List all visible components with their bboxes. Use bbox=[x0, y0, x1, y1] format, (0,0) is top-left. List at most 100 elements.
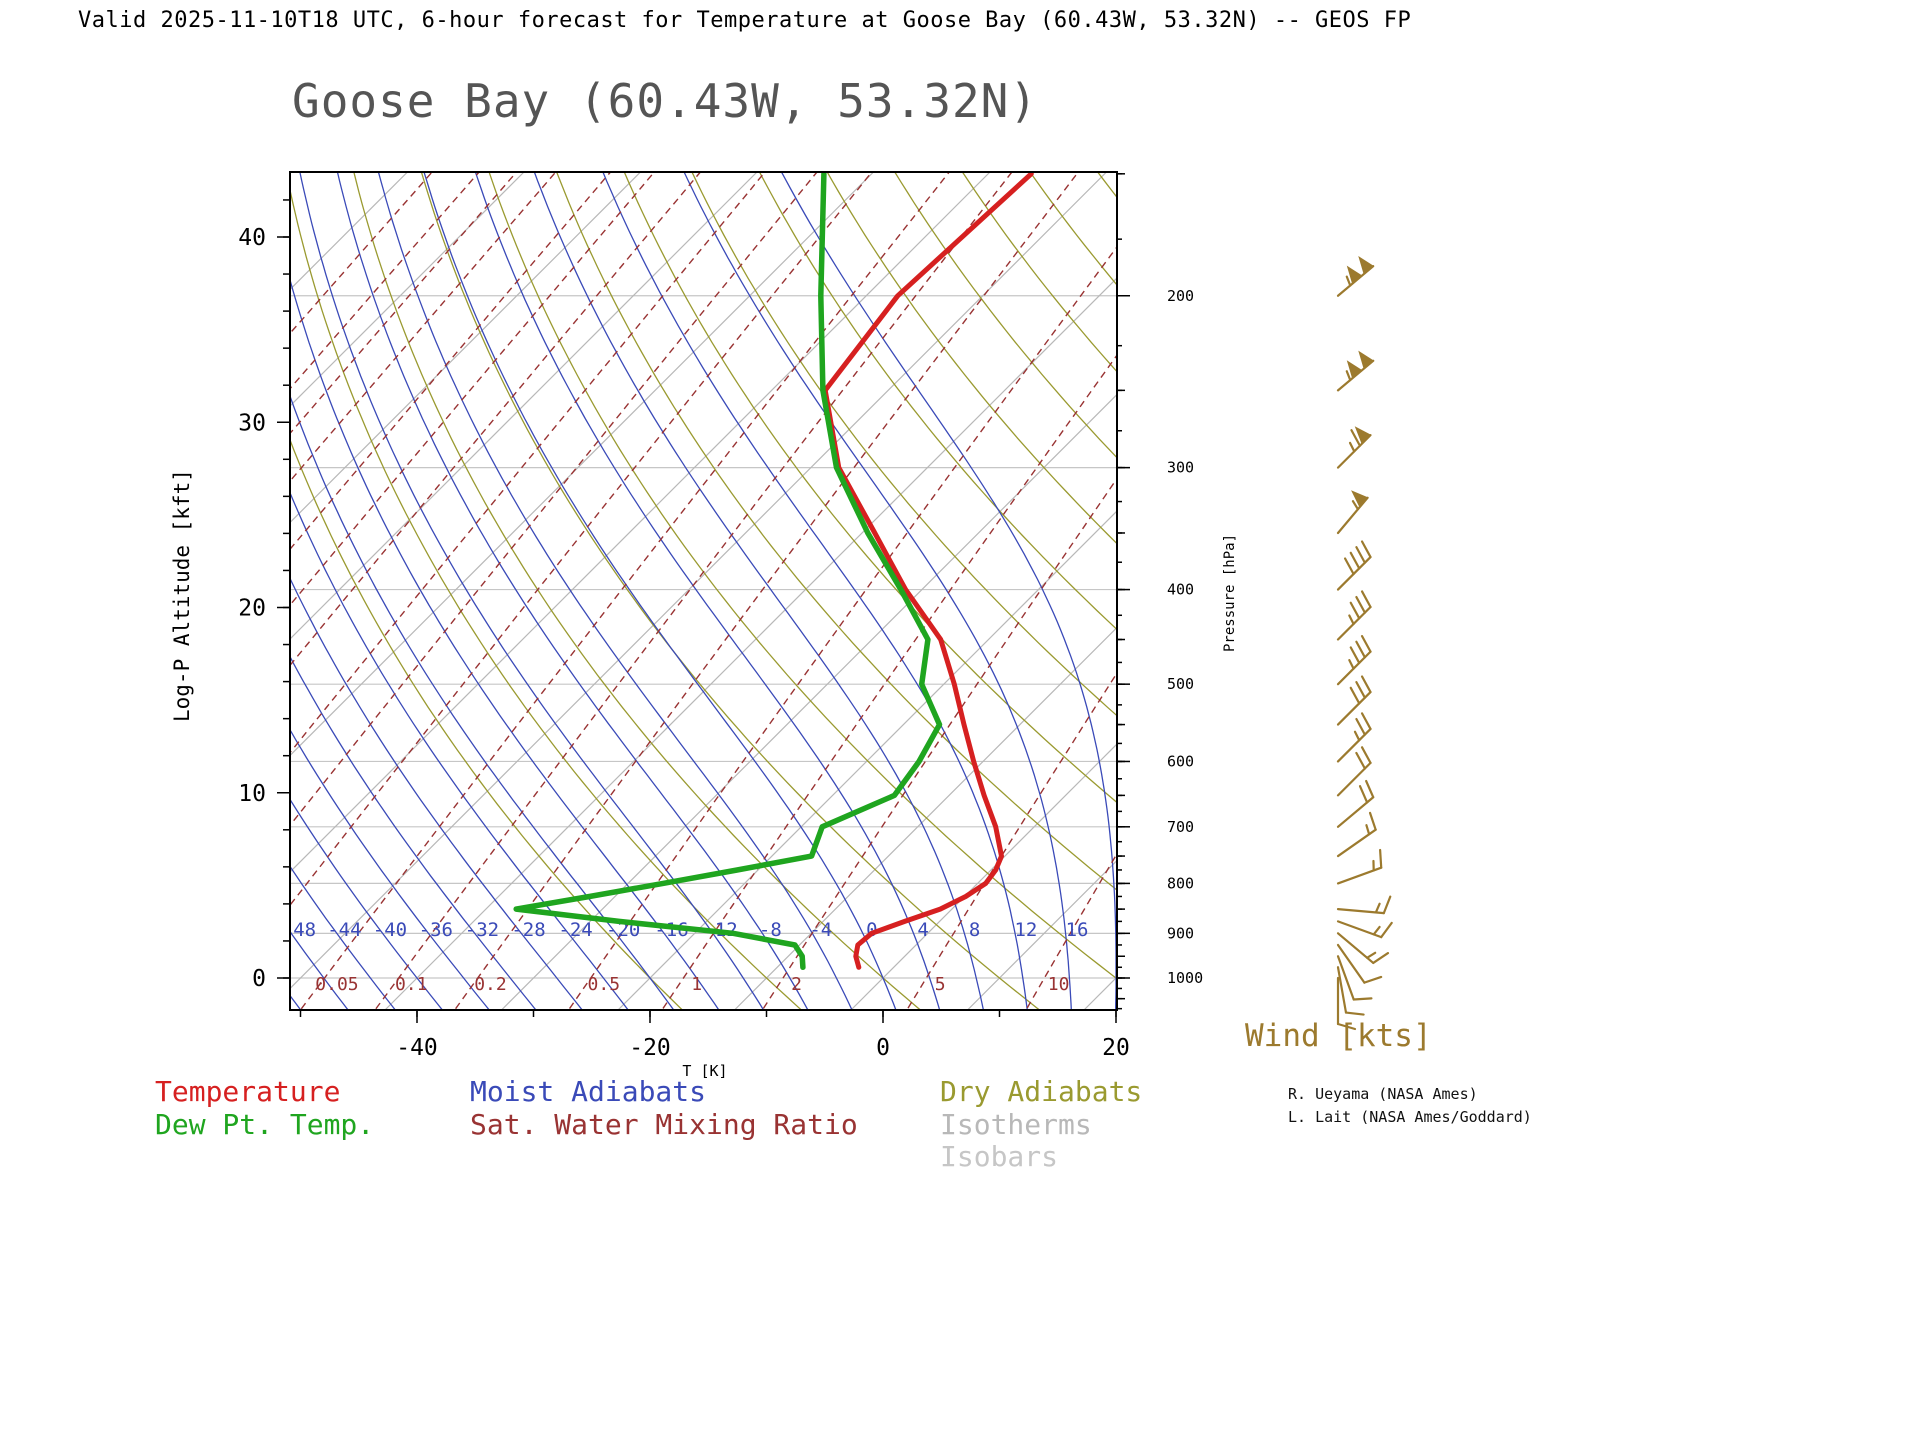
pressure-tick-label: 200 bbox=[1167, 287, 1194, 305]
moist-adiabat-line bbox=[290, 798, 444, 1010]
mixing-ratio-line bbox=[567, 245, 1117, 1010]
mixing-ratio-label: 0.1 bbox=[395, 974, 428, 995]
altitude-tick-label: 40 bbox=[238, 225, 266, 251]
moist-adiabat-line bbox=[377, 172, 853, 1010]
plot-frame bbox=[289, 171, 1118, 1011]
moist-adiabat-line bbox=[290, 394, 675, 1010]
mixing-ratio-line bbox=[290, 172, 481, 390]
moist-adiabat-label: 12 bbox=[1014, 919, 1037, 941]
altitude-tick-label: 20 bbox=[238, 596, 266, 622]
moist-adiabat-line bbox=[602, 172, 1028, 1010]
wind-barb bbox=[1336, 976, 1357, 1031]
dry-adiabat-line bbox=[623, 172, 1117, 804]
y-axis-label-altitude: Log-P Altitude [kft] bbox=[170, 469, 194, 722]
moist-adiabat-line bbox=[0, 0, 261, 1020]
moist-adiabat-line bbox=[290, 655, 537, 1010]
moist-adiabat-line bbox=[290, 728, 491, 1010]
mixing-ratio-line bbox=[761, 477, 1117, 1010]
wind-barb bbox=[1336, 490, 1369, 535]
wind-barb bbox=[1336, 966, 1365, 1016]
wind-barbs bbox=[1336, 256, 1393, 1031]
pressure-tick-label: 400 bbox=[1167, 581, 1194, 599]
wind-kts-label: Wind [kts] bbox=[1245, 1018, 1432, 1054]
moist-adiabat-label: -24 bbox=[558, 919, 592, 941]
temperature-tick-label: 20 bbox=[1102, 1035, 1130, 1061]
legend-dewpoint: Dew Pt. Temp. bbox=[155, 1108, 375, 1141]
legend-moist-adiabats: Moist Adiabats bbox=[470, 1075, 707, 1108]
isotherm-line bbox=[290, 172, 758, 640]
dry-adiabat-line bbox=[488, 172, 1117, 980]
wind-barb bbox=[1336, 811, 1377, 858]
wind-barb bbox=[1336, 955, 1373, 1001]
wind-barb bbox=[1336, 920, 1393, 939]
isotherm-line bbox=[384, 277, 1117, 1010]
pressure-tick-label: 700 bbox=[1167, 818, 1194, 836]
mixing-ratio-line bbox=[906, 671, 1117, 1010]
dry-adiabat-line bbox=[893, 172, 1117, 459]
moist-adiabat-line bbox=[290, 491, 629, 1010]
moist-adiabat-line bbox=[290, 865, 397, 1010]
dry-adiabat-line bbox=[290, 187, 803, 1010]
moist-adiabat-label: -36 bbox=[419, 919, 453, 941]
pressure-tick-label: 800 bbox=[1167, 874, 1194, 892]
moist-adiabat-label: -28 bbox=[511, 919, 545, 941]
mixing-ratio-line bbox=[290, 172, 612, 551]
mixing-ratio-line bbox=[290, 172, 557, 483]
isotherm-line bbox=[0, 172, 175, 1010]
moist-adiabat-label: -48 bbox=[282, 919, 316, 941]
legend-temperature: Temperature bbox=[155, 1075, 341, 1108]
legend-dry-adiabats: Dry Adiabats bbox=[940, 1075, 1143, 1108]
plot-background bbox=[0, 0, 1920, 1020]
x-axis-label-temperature: T [K] bbox=[682, 1062, 728, 1080]
moist-adiabat-label: -44 bbox=[327, 919, 361, 941]
mixing-ratio-label: 0.2 bbox=[474, 974, 507, 995]
wind-barb bbox=[1336, 746, 1372, 797]
wind-barb bbox=[1336, 256, 1375, 297]
wind-barb bbox=[1336, 350, 1375, 392]
pressure-tick-label: 600 bbox=[1167, 752, 1194, 770]
mixing-ratio-line bbox=[290, 172, 873, 907]
profiles bbox=[513, 172, 1034, 971]
moist-adiabat-label: 0 bbox=[866, 919, 877, 941]
dry-adiabat-line bbox=[758, 172, 1117, 631]
dry-adiabat-line bbox=[691, 172, 1117, 717]
mixing-ratio-line bbox=[290, 172, 656, 607]
temperature-curve bbox=[822, 172, 1034, 970]
isotherm-line bbox=[850, 743, 1117, 1010]
moist-adiabat-label: 4 bbox=[917, 919, 928, 941]
dry-adiabat-line bbox=[1029, 172, 1117, 287]
mixing-ratio-line bbox=[299, 172, 951, 1010]
legend-sat-water-mixing-ratio: Sat. Water Mixing Ratio bbox=[470, 1108, 858, 1141]
moist-adiabat-line bbox=[290, 576, 584, 1010]
altitude-tick-label: 10 bbox=[238, 781, 266, 807]
pressure-tick-label: 1000 bbox=[1167, 969, 1203, 987]
wind-barb bbox=[1336, 634, 1372, 686]
dry-adiabat-line bbox=[1052, 10, 1920, 1019]
wind-barb bbox=[1336, 848, 1383, 885]
dry-adiabat-line bbox=[1112, 10, 1920, 1019]
dry-adiabat-line bbox=[420, 172, 1041, 1010]
mixing-ratio-line bbox=[290, 172, 766, 754]
mixing-ratio-label: 5 bbox=[935, 974, 946, 995]
mixing-ratio-label: 0.5 bbox=[588, 974, 621, 995]
moist-adiabat-label: -4 bbox=[809, 919, 832, 941]
moist-adiabat-line bbox=[683, 172, 1072, 1010]
moist-adiabat-label: -40 bbox=[373, 919, 407, 941]
moist-adiabat-label: 16 bbox=[1066, 919, 1089, 941]
moist-adiabat-line bbox=[290, 994, 302, 1010]
dry-adiabat-line bbox=[1096, 172, 1117, 199]
mixing-ratio-line bbox=[290, 172, 702, 667]
dry-adiabat-line bbox=[826, 172, 1117, 545]
isotherm-line bbox=[967, 859, 1117, 1010]
mixing-ratio-label: 10 bbox=[1048, 974, 1070, 995]
dry-adiabat-line bbox=[353, 172, 922, 1010]
wind-barb bbox=[1336, 932, 1390, 965]
wind-barb bbox=[1336, 540, 1372, 591]
altitude-tick-label: 30 bbox=[238, 410, 266, 436]
isotherm-line bbox=[501, 393, 1117, 1010]
credit-line-1: R. Ueyama (NASA Ames) bbox=[1288, 1085, 1478, 1103]
moist-adiabat-line bbox=[533, 172, 985, 1010]
pressure-tick-label: 900 bbox=[1167, 924, 1194, 942]
